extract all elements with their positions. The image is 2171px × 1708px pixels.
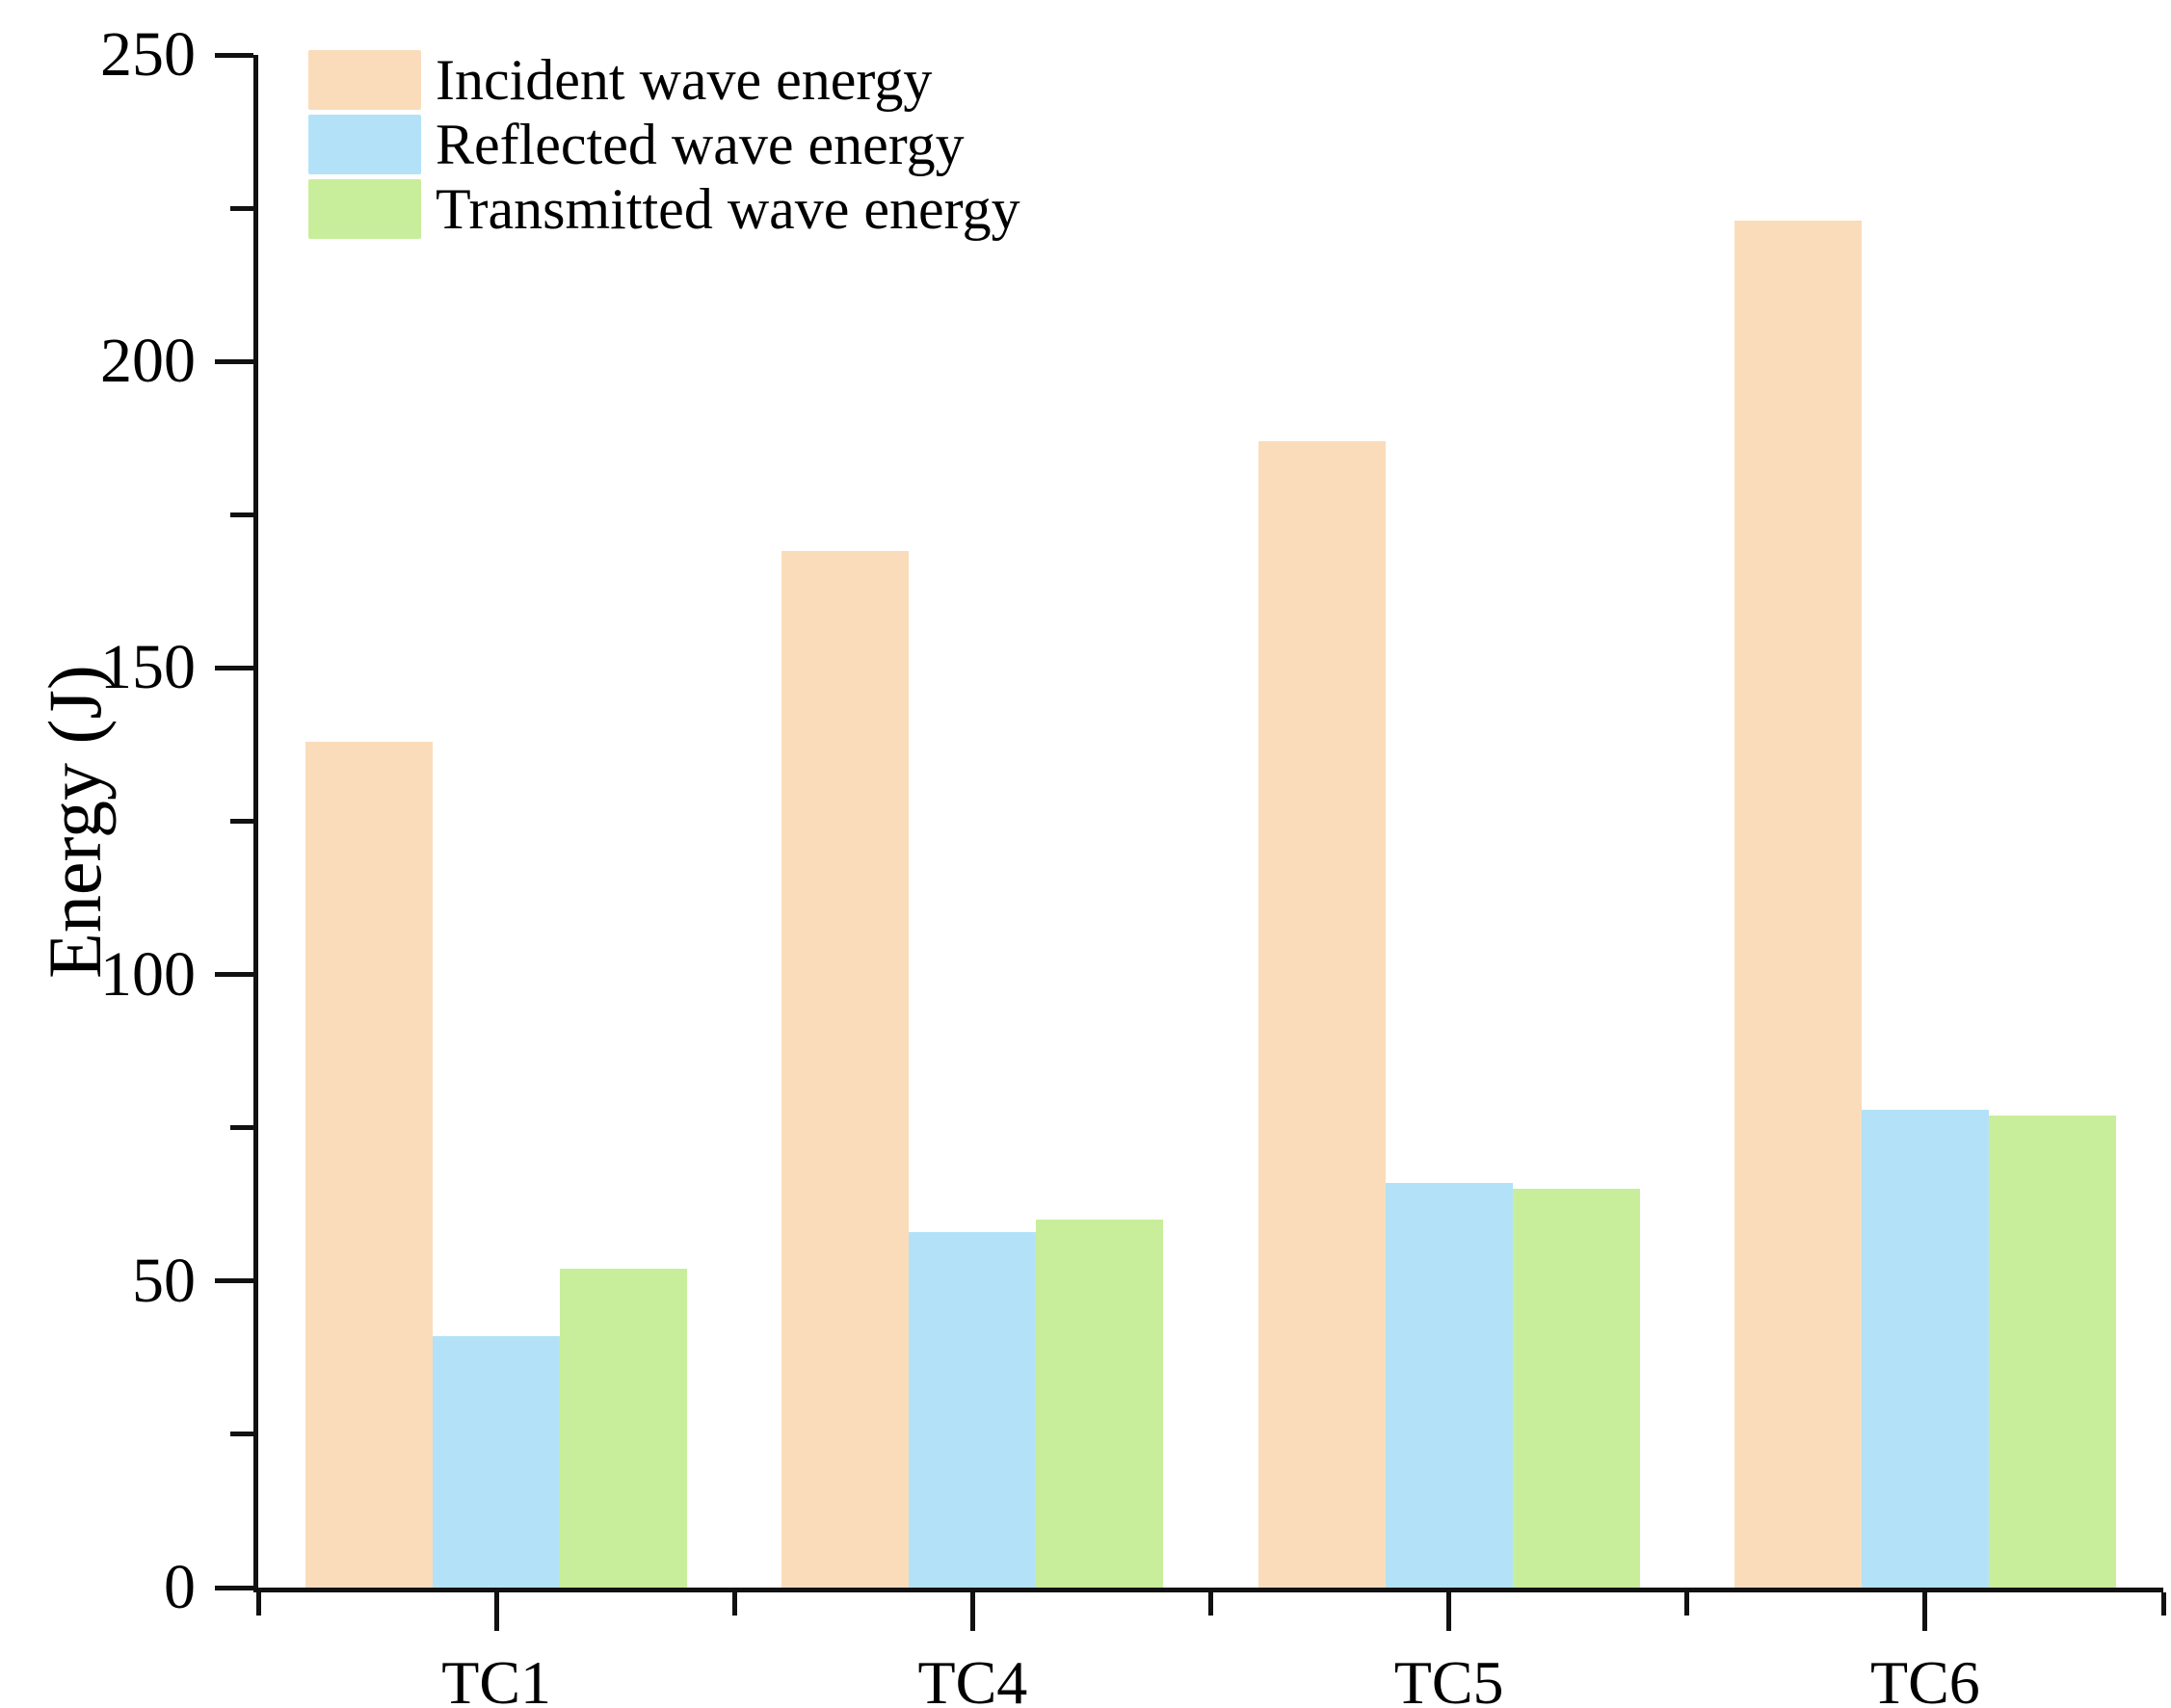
x-minor-tick — [731, 1592, 737, 1616]
x-minor-tick — [255, 1592, 261, 1616]
bar-reflected-tc6 — [1861, 1109, 1989, 1588]
x-major-tick — [1922, 1592, 1928, 1631]
legend-label: Incident wave energy — [436, 48, 933, 112]
y-major-tick — [215, 1585, 253, 1590]
legend-row: Transmitted wave energy — [308, 179, 1020, 239]
y-tick-label: 50 — [132, 1245, 196, 1316]
plot-area: Energy (J) Incident wave energy Reflected… — [33, 23, 2166, 1708]
y-major-tick — [215, 1278, 253, 1284]
y-minor-tick — [230, 1432, 253, 1437]
legend-swatch-transmitted — [308, 179, 421, 239]
y-minor-tick — [230, 512, 253, 517]
bar-incident-tc6 — [1734, 220, 1862, 1588]
legend-swatch-reflected — [308, 115, 421, 174]
y-axis-title: Energy (J) — [33, 664, 117, 979]
legend-row: Reflected wave energy — [308, 115, 1020, 174]
bar-reflected-tc1 — [433, 1336, 561, 1588]
x-tick-label: TC1 — [441, 1648, 552, 1708]
bar-incident-tc5 — [1258, 440, 1386, 1588]
legend-label: Transmitted wave energy — [436, 177, 1020, 241]
legend: Incident wave energy Reflected wave energ… — [308, 50, 1020, 239]
bar-incident-tc1 — [305, 741, 434, 1588]
y-major-tick — [215, 972, 253, 978]
legend-swatch-incident — [308, 50, 421, 110]
legend-label: Reflected wave energy — [436, 113, 965, 176]
x-major-tick — [1446, 1592, 1452, 1631]
bar-transmitted-tc1 — [560, 1269, 688, 1588]
x-major-tick — [969, 1592, 975, 1631]
x-tick-label: TC6 — [1869, 1648, 1980, 1708]
x-minor-tick — [1684, 1592, 1690, 1616]
y-tick-label: 150 — [100, 632, 196, 703]
bar-reflected-tc4 — [909, 1231, 1037, 1588]
bar-transmitted-tc5 — [1512, 1189, 1640, 1588]
legend-row: Incident wave energy — [308, 50, 1020, 110]
x-minor-tick — [1208, 1592, 1213, 1616]
bar-transmitted-tc6 — [1988, 1115, 2116, 1588]
bar-incident-tc4 — [781, 551, 910, 1588]
x-tick-label: TC4 — [917, 1648, 1028, 1708]
x-minor-tick — [2160, 1592, 2166, 1616]
x-tick-label: TC5 — [1393, 1648, 1504, 1708]
x-major-tick — [493, 1592, 499, 1631]
bar-reflected-tc5 — [1385, 1182, 1513, 1588]
y-tick-label: 0 — [164, 1552, 196, 1622]
y-tick-label: 100 — [100, 938, 196, 1010]
y-minor-tick — [230, 819, 253, 824]
y-tick-label: 250 — [100, 19, 196, 90]
y-major-tick — [215, 358, 253, 364]
bar-transmitted-tc4 — [1036, 1220, 1164, 1588]
y-minor-tick — [230, 1125, 253, 1131]
y-tick-label: 200 — [100, 326, 196, 397]
y-major-tick — [215, 52, 253, 58]
y-minor-tick — [230, 205, 253, 211]
y-major-tick — [215, 665, 253, 670]
